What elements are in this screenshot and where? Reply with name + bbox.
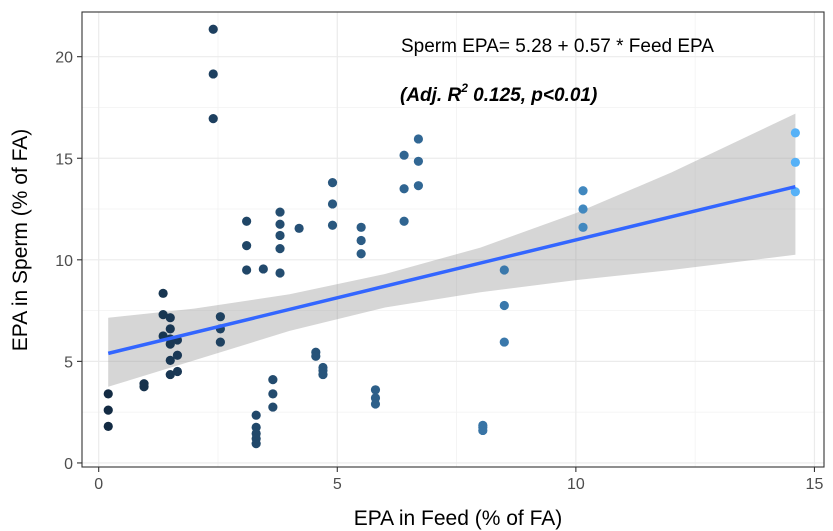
x-tick-label: 15 [806, 476, 824, 493]
data-point [399, 150, 409, 160]
regression-line-layer [107, 184, 796, 356]
data-point [158, 288, 168, 298]
regression-equation: Sperm EPA= 5.28 + 0.57 * Feed EPA [401, 36, 714, 57]
y-tick-label: 20 [55, 50, 73, 67]
data-point [268, 402, 278, 412]
data-point [413, 134, 424, 144]
data-point [275, 244, 285, 254]
data-point [499, 265, 509, 275]
data-point [165, 339, 175, 349]
data-point [172, 350, 183, 360]
data-point [478, 425, 488, 436]
data-point [356, 235, 366, 246]
data-point [165, 355, 175, 365]
data-point [275, 219, 285, 229]
data-point [578, 186, 588, 196]
data-point [208, 69, 218, 79]
data-point [499, 300, 509, 311]
data-point [790, 157, 800, 167]
data-point [165, 324, 175, 334]
data-point [318, 369, 328, 380]
data-point [399, 216, 409, 226]
regression-line [107, 184, 796, 356]
data-point [158, 310, 168, 320]
data-point [499, 337, 509, 347]
data-point [578, 222, 588, 232]
data-point [215, 312, 225, 322]
data-points-layer [103, 24, 800, 449]
confidence-band-layer [108, 113, 796, 387]
y-tick-label: 0 [64, 456, 73, 473]
y-tick-label: 15 [55, 151, 73, 168]
panel-background [82, 12, 824, 467]
regression-stats: (Adj. R2 0.125, p<0.01) [400, 81, 597, 106]
data-point [208, 24, 218, 34]
data-point [275, 230, 285, 241]
data-point [242, 265, 252, 275]
data-point [139, 382, 149, 392]
panel-border [81, 11, 825, 468]
data-point [399, 184, 409, 194]
data-point [103, 389, 113, 399]
data-point [790, 187, 800, 197]
data-point [275, 268, 285, 278]
data-point [370, 385, 381, 395]
data-point [370, 399, 381, 409]
x-axis-title: EPA in Feed (% of FA) [354, 507, 563, 530]
data-point [275, 207, 285, 217]
data-point [242, 240, 252, 251]
confidence-band [108, 113, 796, 387]
x-tick-label: 10 [567, 476, 585, 493]
data-point [268, 389, 278, 399]
data-point [790, 128, 800, 138]
y-tick-label: 10 [55, 253, 73, 270]
data-point [413, 181, 424, 191]
data-point [327, 178, 338, 188]
data-point [172, 366, 183, 377]
data-point [327, 220, 338, 230]
data-point [242, 216, 252, 226]
data-point [294, 223, 304, 233]
data-point [311, 351, 321, 361]
data-point [268, 375, 278, 385]
data-point [578, 204, 588, 214]
data-point [327, 199, 338, 209]
data-point [251, 410, 261, 420]
data-point [208, 114, 218, 124]
data-point [413, 156, 424, 166]
data-point [215, 337, 225, 347]
data-point [165, 313, 175, 323]
axis-ticks: 0 5 10 15 0 5 10 15 20 [55, 50, 823, 493]
stats-superscript: 2 [460, 81, 468, 95]
y-axis-title: EPA in Sperm (% of FA) [9, 129, 32, 352]
stats-suffix: 0.125, p<0.01) [468, 85, 597, 106]
x-tick-label: 0 [94, 476, 103, 493]
data-point [165, 369, 175, 380]
data-point [251, 439, 261, 449]
data-point [356, 222, 366, 232]
data-point [258, 264, 268, 274]
data-point [356, 249, 366, 259]
x-tick-label: 5 [333, 476, 342, 493]
y-tick-label: 5 [64, 354, 73, 371]
stats-prefix: (Adj. R [400, 85, 461, 106]
data-point [103, 405, 113, 415]
data-point [103, 421, 113, 431]
